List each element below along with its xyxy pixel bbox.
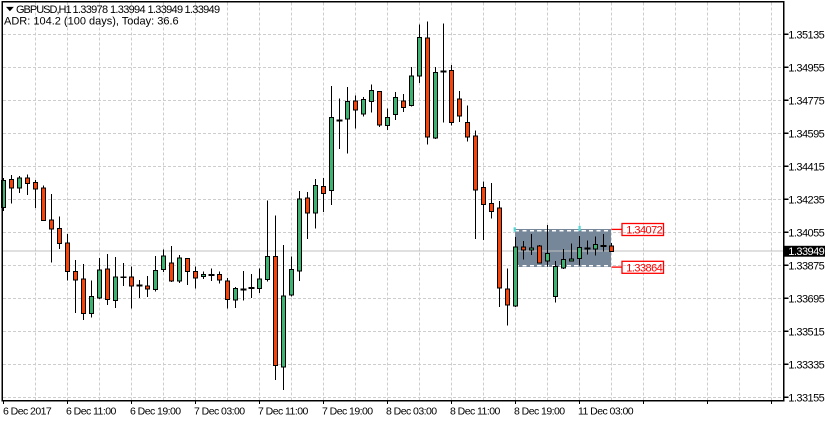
- svg-text:1.33949: 1.33949: [148, 4, 183, 16]
- svg-text:1.34955: 1.34955: [788, 62, 824, 74]
- svg-text:7 Dec 11:00: 7 Dec 11:00: [258, 406, 309, 418]
- svg-text:8 Dec 03:00: 8 Dec 03:00: [386, 406, 437, 418]
- svg-text:8 Dec 19:00: 8 Dec 19:00: [514, 406, 565, 418]
- svg-text:1.33335: 1.33335: [788, 359, 824, 371]
- svg-text:1.35135: 1.35135: [788, 29, 824, 41]
- svg-text:ADR: 104.2 (100 days), Today:: ADR: 104.2 (100 days), Today: 36.6: [4, 16, 179, 28]
- svg-text:1.33949: 1.33949: [788, 246, 824, 258]
- svg-text:1.33864: 1.33864: [626, 262, 662, 274]
- svg-text:1.34055: 1.34055: [788, 227, 824, 239]
- svg-text:7 Dec 03:00: 7 Dec 03:00: [194, 406, 245, 418]
- svg-text:8 Dec 11:00: 8 Dec 11:00: [450, 406, 501, 418]
- svg-text:1.34415: 1.34415: [788, 161, 824, 173]
- svg-text:1.34235: 1.34235: [788, 194, 824, 206]
- svg-text:1.33994: 1.33994: [110, 4, 145, 16]
- svg-text:1.33515: 1.33515: [788, 326, 824, 338]
- svg-text:1.33949: 1.33949: [185, 4, 220, 16]
- svg-text:6 Dec 19:00: 6 Dec 19:00: [130, 406, 181, 418]
- svg-text:6 Dec 2017: 6 Dec 2017: [3, 406, 52, 418]
- svg-text:1.33875: 1.33875: [788, 260, 824, 272]
- svg-text:11 Dec 03:00: 11 Dec 03:00: [578, 406, 634, 418]
- svg-text:6 Dec 11:00: 6 Dec 11:00: [66, 406, 117, 418]
- svg-text:1.33155: 1.33155: [788, 392, 824, 404]
- svg-text:1.33978: 1.33978: [73, 4, 108, 16]
- svg-text:7 Dec 19:00: 7 Dec 19:00: [322, 406, 373, 418]
- svg-text:1.33695: 1.33695: [788, 293, 824, 305]
- svg-text:1.34595: 1.34595: [788, 128, 824, 140]
- svg-text:1.34072: 1.34072: [626, 225, 662, 237]
- svg-text:1.34775: 1.34775: [788, 95, 824, 107]
- svg-text:GBPUSD,H1: GBPUSD,H1: [16, 4, 71, 16]
